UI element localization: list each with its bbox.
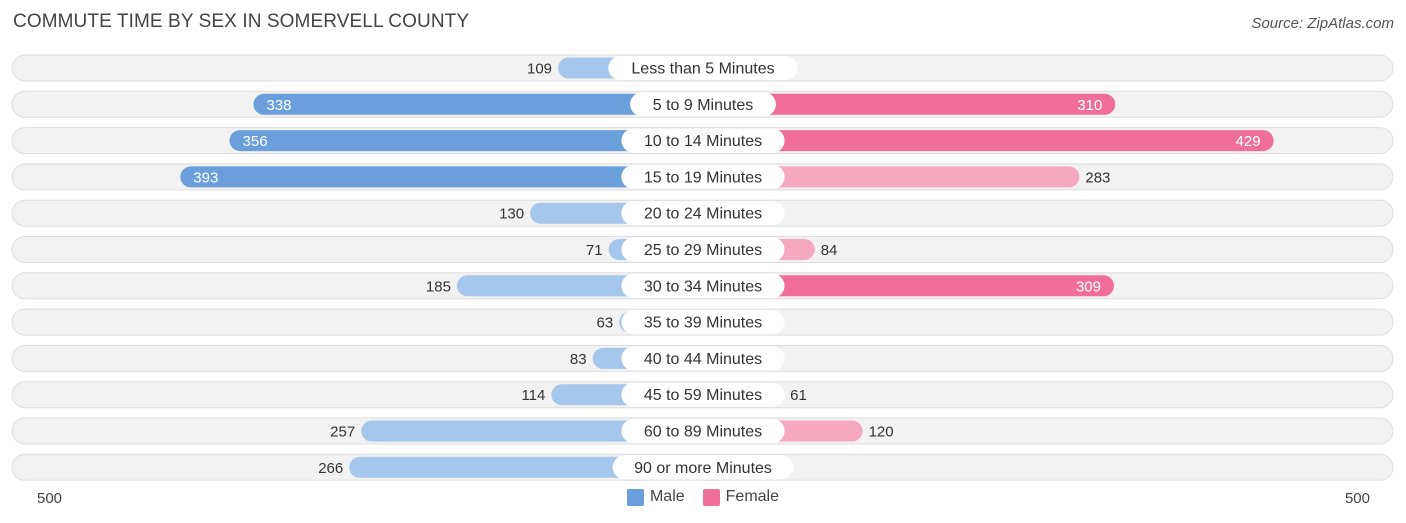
male-value-label: 393 — [193, 169, 218, 186]
category-pill — [621, 237, 785, 262]
legend-item-female[interactable]: Female — [702, 488, 780, 506]
female-bar — [703, 93, 1116, 115]
category-label: 15 to 19 Minutes — [644, 169, 762, 186]
male-bar — [180, 166, 703, 188]
male-value-label: 338 — [266, 97, 291, 114]
male-value-label: 63 — [597, 315, 614, 332]
chart-source: Source: ZipAtlas.com — [1251, 15, 1394, 32]
female-value-label: 84 — [821, 242, 838, 259]
legend-swatch-female — [702, 488, 720, 506]
axis-left-label: 500 — [37, 490, 63, 507]
male-value-label: 71 — [586, 242, 603, 259]
male-value-label: 114 — [521, 387, 545, 404]
male-value-label: 185 — [426, 278, 451, 295]
category-label: 35 to 39 Minutes — [644, 315, 762, 332]
category-pill — [621, 273, 785, 298]
male-value-label: 83 — [570, 351, 587, 368]
male-bar — [253, 93, 703, 115]
category-pill — [621, 310, 785, 335]
legend-label-male: Male — [649, 488, 685, 505]
category-pill — [621, 346, 785, 371]
female-bar — [703, 130, 1274, 152]
female-bar — [703, 275, 1114, 297]
female-value-label: 309 — [1076, 278, 1101, 295]
category-pill — [608, 56, 798, 80]
chart-title: COMMUTE TIME BY SEX IN SOMERVELL COUNTY — [13, 11, 470, 32]
category-pill — [612, 455, 794, 480]
legend: Male Female — [0, 488, 1406, 506]
category-label: 45 to 59 Minutes — [644, 387, 762, 404]
male-bar — [361, 420, 703, 442]
category-label: 30 to 34 Minutes — [644, 278, 762, 295]
female-value-label: 120 — [869, 424, 894, 441]
category-pill — [621, 419, 785, 443]
category-pill — [621, 201, 785, 226]
category-pill — [621, 128, 785, 153]
category-label: Less than 5 Minutes — [631, 61, 774, 78]
axis-right-label: 500 — [1344, 490, 1370, 507]
category-label: 90 or more Minutes — [634, 460, 772, 477]
category-label: 60 to 89 Minutes — [644, 424, 762, 441]
category-label: 5 to 9 Minutes — [653, 97, 754, 114]
female-value-label: 310 — [1077, 97, 1102, 114]
category-label: 20 to 24 Minutes — [644, 206, 762, 223]
male-value-label: 109 — [527, 61, 552, 78]
male-value-label: 356 — [243, 133, 268, 150]
category-label: 40 to 44 Minutes — [644, 351, 762, 368]
category-pill — [621, 382, 785, 407]
male-bar — [229, 130, 703, 152]
female-bar — [703, 166, 1080, 188]
legend-swatch-male — [626, 488, 644, 506]
female-value-label: 61 — [790, 387, 807, 404]
category-pill — [630, 92, 776, 117]
legend-item-male[interactable]: Male — [626, 488, 685, 506]
category-label: 25 to 29 Minutes — [644, 242, 762, 259]
male-value-label: 130 — [499, 206, 524, 223]
female-value-label: 429 — [1236, 133, 1261, 150]
category-label: 10 to 14 Minutes — [644, 133, 762, 150]
legend-label-female: Female — [725, 488, 780, 505]
male-value-label: 257 — [330, 424, 355, 441]
category-pill — [621, 164, 785, 189]
male-value-label: 266 — [318, 460, 343, 477]
female-value-label: 283 — [1085, 169, 1110, 186]
